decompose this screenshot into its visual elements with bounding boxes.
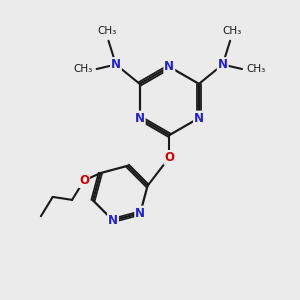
Text: N: N bbox=[111, 58, 121, 71]
Text: O: O bbox=[79, 174, 89, 187]
Text: N: N bbox=[164, 60, 174, 73]
Text: CH₃: CH₃ bbox=[98, 26, 117, 36]
Text: N: N bbox=[218, 58, 228, 71]
Text: CH₃: CH₃ bbox=[73, 64, 92, 74]
Text: CH₃: CH₃ bbox=[222, 26, 241, 36]
Text: N: N bbox=[135, 207, 145, 220]
Text: O: O bbox=[164, 151, 174, 164]
Text: N: N bbox=[194, 112, 204, 124]
Text: CH₃: CH₃ bbox=[247, 64, 266, 74]
Text: N: N bbox=[108, 214, 118, 227]
Text: N: N bbox=[135, 112, 145, 124]
